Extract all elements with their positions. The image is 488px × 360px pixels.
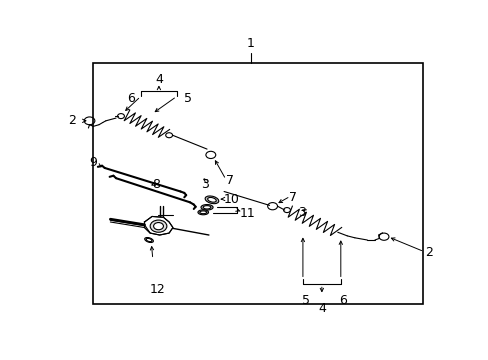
Text: 3: 3: [297, 206, 305, 219]
Text: 8: 8: [152, 178, 160, 191]
Text: 4: 4: [318, 302, 326, 315]
Ellipse shape: [204, 196, 218, 204]
Text: 2: 2: [68, 114, 76, 127]
Ellipse shape: [200, 211, 206, 214]
Text: 2: 2: [424, 246, 432, 259]
Text: 11: 11: [239, 207, 254, 220]
Text: 5: 5: [301, 294, 309, 307]
Text: 6: 6: [127, 92, 135, 105]
Text: 3: 3: [201, 178, 209, 191]
Text: 9: 9: [89, 157, 97, 170]
Text: 10: 10: [224, 193, 240, 206]
Circle shape: [150, 220, 166, 232]
Polygon shape: [144, 216, 173, 235]
Text: 1: 1: [246, 37, 254, 50]
Text: 4: 4: [155, 73, 163, 86]
Text: 12: 12: [150, 283, 165, 296]
Ellipse shape: [198, 210, 208, 215]
Text: 7: 7: [225, 174, 233, 187]
Bar: [93, 63, 422, 304]
Ellipse shape: [146, 238, 152, 242]
Ellipse shape: [207, 198, 216, 202]
Ellipse shape: [203, 206, 210, 209]
Text: 7: 7: [288, 190, 296, 203]
Ellipse shape: [201, 204, 213, 210]
Ellipse shape: [144, 238, 153, 243]
Circle shape: [153, 222, 163, 230]
Text: 5: 5: [184, 92, 192, 105]
Text: 6: 6: [339, 294, 346, 307]
